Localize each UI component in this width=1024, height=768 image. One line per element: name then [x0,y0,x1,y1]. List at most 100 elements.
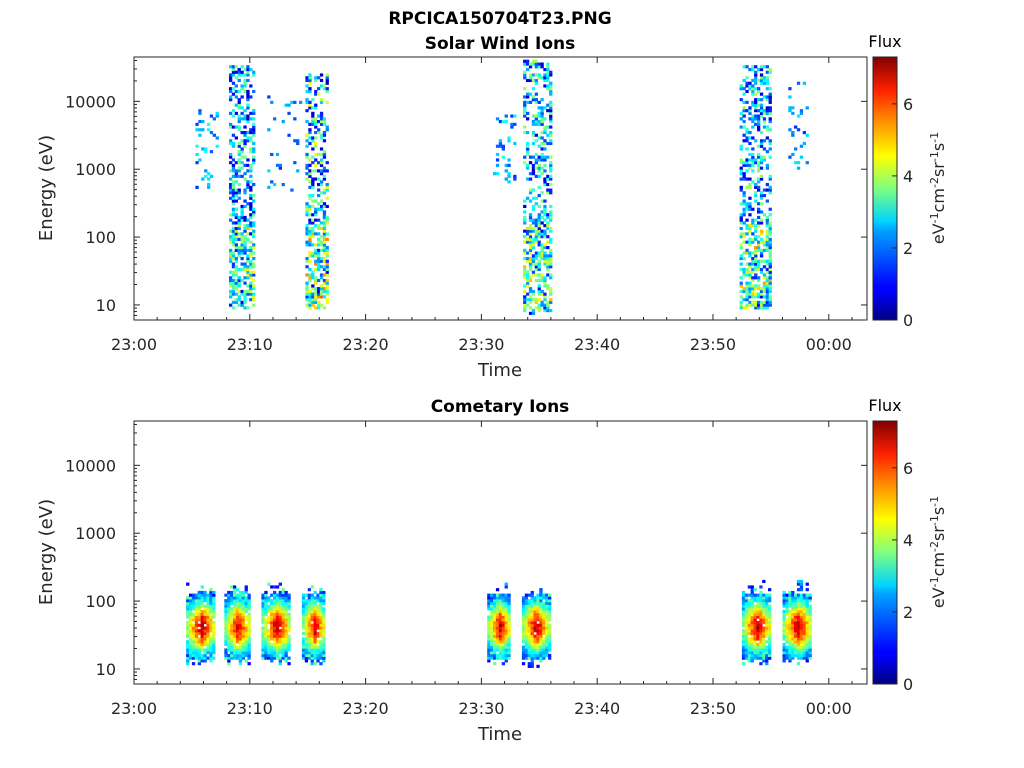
heatmap-cell [319,645,323,649]
heatmap-cell [287,637,291,641]
heatmap-cell [273,607,277,611]
heatmap-cell [751,103,755,107]
heatmap-cell [319,265,324,269]
heatmap-cell [487,659,491,663]
heatmap-cell [246,257,250,261]
heatmap-cell [537,215,541,220]
heatmap-cell [252,287,256,291]
heatmap-cell [322,278,327,283]
heatmap-cell [527,615,531,619]
heatmap-cell [261,631,265,636]
heatmap-cell [284,623,288,627]
heatmap-cell [523,229,527,233]
heatmap-cell [317,161,321,165]
heatmap-cell [504,653,508,658]
heatmap-cell [757,248,761,252]
heatmap-cell [524,593,529,597]
heatmap-cell [487,596,491,600]
heatmap-cell [307,621,311,625]
heatmap-cell [267,631,271,636]
heatmap-cell [314,278,318,283]
heatmap-cell [742,270,746,274]
heatmap-cell [305,163,309,167]
heatmap-cell [247,637,251,641]
heatmap-cell [227,615,231,619]
heatmap-cell [278,629,282,633]
heatmap-cell [751,207,755,211]
heatmap-cell [304,618,309,622]
heatmap-cell [526,292,530,296]
heatmap-cell [307,629,311,633]
heatmap-cell [748,202,752,206]
heatmap-cell [229,270,233,274]
heatmap-cell [493,604,497,608]
heatmap-cell [287,111,291,115]
heatmap-cell [799,651,804,655]
heatmap-cell [756,610,760,614]
heatmap-cell [314,276,318,280]
heatmap-cell [526,141,530,146]
heatmap-cell [244,653,248,658]
heatmap-cell [234,188,238,192]
heatmap-cell [200,601,204,605]
heatmap-cell [537,229,541,233]
heatmap-cell [748,183,752,187]
heatmap-cell [754,161,758,165]
heatmap-cell [200,629,204,633]
heatmap-cell [270,618,274,622]
heatmap-cell [240,155,244,159]
heatmap-cell [744,618,749,622]
heatmap-cell [197,623,201,627]
heatmap-cell [747,612,751,616]
heatmap-cell [209,612,213,616]
heatmap-cell [543,259,547,263]
heatmap-cell [247,623,251,627]
heatmap-cell [249,284,253,288]
heatmap-cell [231,158,236,162]
heatmap-cell [487,629,491,633]
heatmap-cell [768,593,772,597]
heatmap-cell [744,593,749,597]
heatmap-cell [785,601,789,605]
heatmap-cell [759,141,764,146]
heatmap-cell [540,243,544,247]
heatmap-cell [275,615,280,619]
heatmap-cell [788,623,792,627]
heatmap-cell [235,640,240,644]
heatmap-cell [759,599,763,603]
heatmap-cell [501,653,505,658]
heatmap-cell [791,621,795,625]
heatmap-cell [526,303,530,307]
heatmap-cell [233,615,237,619]
x-tick-label: 23:10 [227,699,273,718]
heatmap-cell [247,629,251,633]
heatmap-cell [762,155,767,159]
heatmap-cell [748,109,752,113]
heatmap-cell [808,610,812,614]
heatmap-cell [501,147,505,151]
heatmap-cell [757,224,761,228]
heatmap-cell [311,235,315,239]
heatmap-cell [319,172,324,176]
heatmap-cell [264,656,268,660]
heatmap-cell [249,292,253,296]
heatmap-cell [284,640,288,644]
heatmap-cell [741,642,746,647]
heatmap-cell [524,601,529,605]
heatmap-cell [317,92,321,96]
heatmap-cell [523,248,527,252]
heatmap-cell [756,631,760,636]
heatmap-cell [234,265,238,269]
heatmap-cell [267,629,271,633]
heatmap-cell [252,207,256,211]
heatmap-cell [238,637,243,641]
heatmap-cell [317,183,321,187]
heatmap-cell [782,604,786,608]
heatmap-cell [527,631,531,636]
heatmap-cell [244,642,248,647]
heatmap-cell [498,612,503,616]
heatmap-cell [230,651,234,655]
heatmap-cell [325,81,329,85]
heatmap-cell [765,604,769,608]
heatmap-cell [741,640,746,644]
